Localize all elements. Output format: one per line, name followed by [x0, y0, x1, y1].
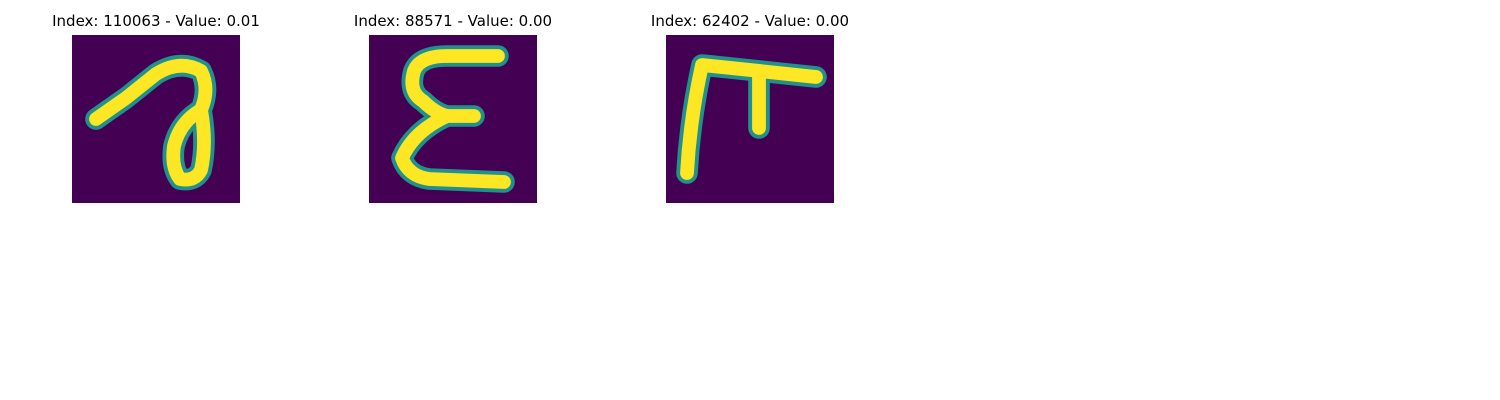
handwritten-epsilon-glyph	[369, 35, 537, 203]
handwritten-gamma-like-glyph	[666, 35, 834, 203]
panel-1-image	[72, 35, 240, 203]
panel-3-image	[666, 35, 834, 203]
panel-3-title: Index: 62402 - Value: 0.00	[650, 12, 850, 30]
panel-2-image	[369, 35, 537, 203]
panel-1-title: Index: 110063 - Value: 0.01	[52, 12, 260, 30]
panel-2-title: Index: 88571 - Value: 0.00	[353, 12, 553, 30]
handwritten-a-like-glyph	[72, 35, 240, 203]
